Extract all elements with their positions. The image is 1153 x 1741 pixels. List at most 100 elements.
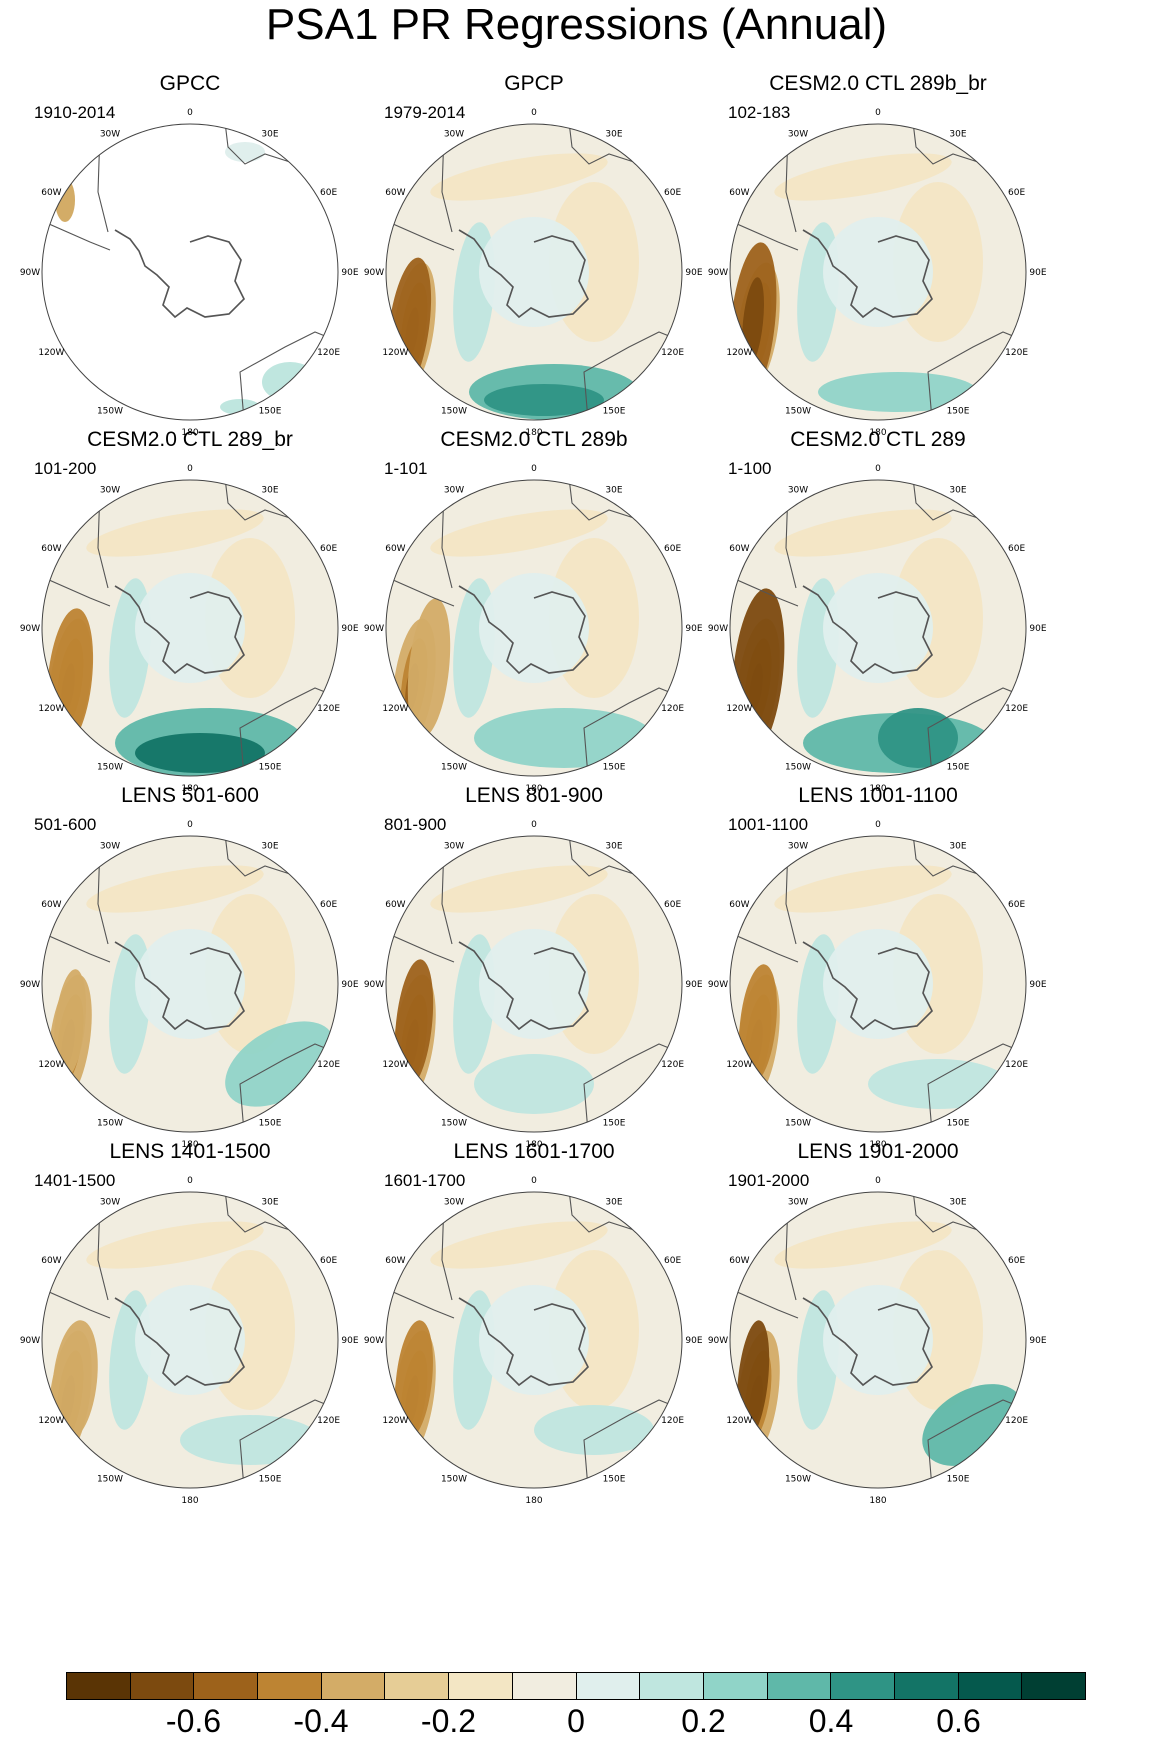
colorbar-swatch <box>958 1673 1023 1699</box>
longitude-label: 60E <box>320 544 337 554</box>
africa-coastline <box>912 1192 979 1233</box>
longitude-label: 0 <box>875 1176 881 1186</box>
panel-period: 801-900 <box>384 815 447 834</box>
map-panel: LENS 1601-1700 1601-1700 0 30E 60E 90E 120E 150… <box>344 1140 724 1535</box>
longitude-label: 90E <box>341 1336 358 1346</box>
africa-coastline <box>912 480 979 521</box>
polar-map: 0 30E 60E 90E 120E 150E 180 150W 120W 90W 60W 30W <box>708 108 1047 438</box>
longitude-label: 30E <box>261 129 278 139</box>
colorbar-swatch <box>640 1673 704 1699</box>
regression-field <box>54 969 86 1079</box>
polar-map: 0 30E 60E 90E 120E 150E 180 150W 120W 90W 60W 30W <box>364 820 703 1150</box>
longitude-label: 90E <box>341 624 358 634</box>
longitude-label: 60W <box>729 1256 749 1266</box>
map-border <box>385 835 683 1133</box>
longitude-label: 90W <box>708 1336 728 1346</box>
longitude-label: 30W <box>100 485 120 495</box>
map-border <box>729 123 1027 421</box>
map-border <box>41 479 339 777</box>
longitude-label: 120E <box>661 348 684 358</box>
antarctica-coastline <box>458 1297 590 1387</box>
map-border <box>729 1191 1027 1489</box>
longitude-label: 60E <box>664 188 681 198</box>
antarctica-coastline <box>458 941 590 1031</box>
colorbar-tick-label: -0.2 <box>420 1703 477 1739</box>
antarctica-coastline <box>114 229 246 319</box>
longitude-label: 60W <box>41 900 61 910</box>
polar-map: 0 30E 60E 90E 120E 150E 180 150W 120W 90W 60W 30W <box>364 1176 703 1506</box>
polar-map: 0 30E 60E 90E 120E 150E 180 150W 120W 90W 60W 30W <box>20 108 359 438</box>
longitude-label: 150E <box>259 1119 282 1129</box>
longitude-label: 120W <box>382 1060 408 1070</box>
longitude-label: 0 <box>875 108 881 118</box>
colorbar-tick-label: 0.4 <box>808 1703 854 1739</box>
colorbar-swatch <box>703 1673 768 1699</box>
regression-field <box>180 1415 320 1465</box>
longitude-label: 120E <box>1005 704 1028 714</box>
longitude-label: 30E <box>949 485 966 495</box>
longitude-label: 90W <box>364 1336 384 1346</box>
longitude-label: 90W <box>364 980 384 990</box>
longitude-label: 30E <box>261 1197 278 1207</box>
longitude-label: 150E <box>947 1119 970 1129</box>
longitude-label: 0 <box>875 464 881 474</box>
longitude-label: 30W <box>788 485 808 495</box>
map-panel: LENS 1901-2000 1901-2000 0 30E 60E 90E 120E 150… <box>688 1140 1068 1535</box>
longitude-label: 60W <box>41 1256 61 1266</box>
regression-field <box>818 372 978 412</box>
longitude-label: 60W <box>729 900 749 910</box>
longitude-label: 90E <box>1029 624 1046 634</box>
longitude-label: 30W <box>100 129 120 139</box>
longitude-label: 60W <box>385 188 405 198</box>
colorbar-tick-label: 0.6 <box>936 1703 981 1739</box>
longitude-label: 60E <box>320 1256 337 1266</box>
longitude-label: 120E <box>317 348 340 358</box>
map-border <box>729 835 1027 1133</box>
longitude-label: 150E <box>603 407 626 417</box>
longitude-label: 150W <box>785 1475 811 1485</box>
longitude-label: 150W <box>441 763 467 773</box>
panel-period: 1-100 <box>728 459 772 478</box>
longitude-label: 180 <box>869 1140 886 1150</box>
panel-period: 1401-1500 <box>34 1171 116 1190</box>
longitude-label: 60E <box>664 1256 681 1266</box>
longitude-label: 120W <box>38 1416 64 1426</box>
longitude-label: 150E <box>947 1475 970 1485</box>
longitude-label: 90E <box>1029 1336 1046 1346</box>
regression-field <box>479 929 589 1039</box>
longitude-label: 90E <box>685 980 702 990</box>
longitude-label: 150E <box>259 1475 282 1485</box>
longitude-label: 150E <box>603 763 626 773</box>
regression-field <box>823 929 933 1039</box>
longitude-label: 60E <box>320 188 337 198</box>
polar-map: 0 30E 60E 90E 120E 150E 180 150W 120W 90W 60W 30W <box>364 108 703 438</box>
colorbar-tick-label: -0.4 <box>293 1703 349 1739</box>
antarctica-coastline <box>114 585 246 675</box>
longitude-label: 90W <box>708 980 728 990</box>
africa-coastline <box>224 836 291 877</box>
regression-field <box>479 217 589 327</box>
panel-title: LENS 1901-2000 <box>797 1140 959 1163</box>
antarctica-coastline <box>802 229 934 319</box>
regression-field <box>220 399 260 415</box>
longitude-label: 120W <box>726 1060 752 1070</box>
antarctica-coastline <box>802 585 934 675</box>
longitude-label: 180 <box>525 784 542 794</box>
regression-field <box>774 1221 952 1269</box>
longitude-label: 90W <box>20 980 40 990</box>
longitude-label: 150W <box>785 1119 811 1129</box>
longitude-label: 60W <box>41 188 61 198</box>
panel-period: 1901-2000 <box>728 1171 810 1190</box>
longitude-label: 150W <box>97 407 123 417</box>
longitude-label: 120E <box>1005 348 1028 358</box>
map-border <box>385 479 683 777</box>
panel-period: 102-183 <box>728 103 791 122</box>
panel-period: 1001-1100 <box>728 815 809 834</box>
regression-field <box>774 865 952 913</box>
longitude-label: 0 <box>187 820 193 830</box>
map-border <box>41 123 339 421</box>
regression-field <box>430 1221 608 1269</box>
longitude-label: 150E <box>947 407 970 417</box>
longitude-label: 60E <box>1008 544 1025 554</box>
map-border <box>41 1191 339 1489</box>
